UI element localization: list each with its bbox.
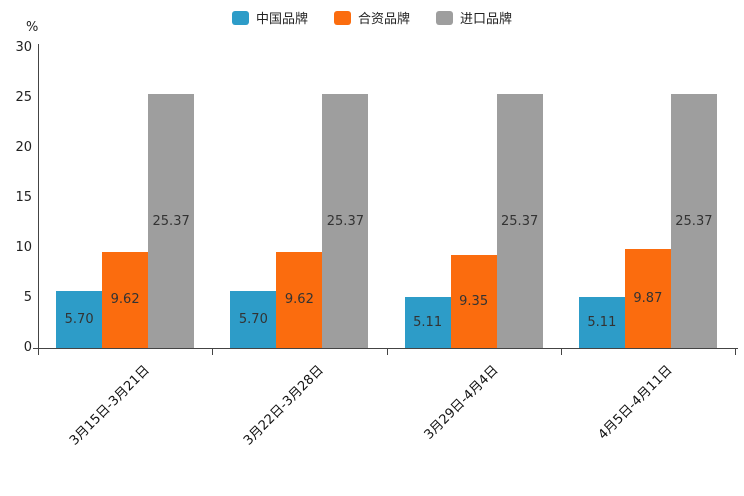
x-axis-category-label: 3月15日-3月21日	[66, 362, 153, 449]
bar: 9.87	[624, 249, 671, 348]
legend-item-1[interactable]: 合资品牌	[333, 8, 410, 27]
y-axis-tick-label: 30	[15, 40, 32, 55]
x-axis-tick-mark	[386, 349, 388, 355]
x-axis-tick-mark	[212, 349, 214, 355]
bar: 25.37	[496, 94, 543, 348]
x-axis-category-label: 4月5日-4月11日	[595, 362, 676, 443]
legend-item-label: 中国品牌	[255, 12, 308, 27]
legend-swatch-icon	[436, 10, 453, 25]
y-axis-tick-label: 0	[23, 340, 32, 355]
y-axis-line	[38, 44, 39, 348]
y-axis-tick-label: 10	[15, 240, 32, 255]
x-axis-category-label: 3月29日-4月4日	[421, 362, 502, 443]
bar-value-label: 5.11	[413, 314, 443, 330]
legend-item-0[interactable]: 中国品牌	[231, 8, 308, 27]
bar: 9.62	[102, 251, 149, 348]
y-axis-tick-label: 15	[15, 190, 32, 205]
bar: 5.11	[578, 296, 625, 348]
y-axis-tick-label: 25	[15, 90, 32, 105]
x-axis-tick-mark	[735, 349, 736, 355]
x-axis-category-label: 3月22日-3月28日	[241, 362, 327, 449]
legend-item-label: 进口品牌	[460, 12, 513, 27]
bar-value-label: 9.62	[110, 292, 140, 308]
bar: 9.35	[450, 254, 497, 348]
bar: 5.70	[230, 291, 277, 348]
bar: 5.11	[404, 296, 451, 348]
bar-value-label: 25.37	[501, 213, 539, 229]
bar: 25.37	[148, 94, 195, 348]
x-axis-line	[33, 348, 738, 349]
bar: 25.37	[670, 94, 717, 348]
legend-swatch-icon	[231, 10, 249, 25]
bar: 5.70	[56, 291, 103, 348]
bar: 9.62	[276, 251, 323, 348]
bar-value-label: 5.11	[587, 314, 617, 330]
bar-value-label: 9.87	[633, 291, 663, 307]
bar-value-label: 5.70	[238, 312, 268, 327]
legend-item-2[interactable]: 进口品牌	[436, 8, 512, 27]
bar-value-label: 25.37	[326, 213, 364, 229]
bar-value-label: 9.62	[284, 292, 314, 308]
x-axis-tick-mark	[560, 349, 562, 355]
bar-value-label: 9.35	[459, 293, 489, 309]
legend-item-label: 合资品牌	[357, 12, 410, 27]
bar-value-label: 5.70	[64, 312, 94, 327]
y-axis-tick-label: 5	[23, 290, 32, 305]
bar-value-label: 25.37	[152, 213, 190, 229]
bar: 25.37	[322, 94, 369, 348]
y-axis-tick-label: 20	[15, 140, 32, 155]
bar-value-label: 25.37	[675, 213, 713, 229]
x-axis-tick-mark	[38, 349, 39, 355]
y-axis-unit-label: %	[26, 20, 39, 35]
legend-swatch-icon	[333, 10, 351, 25]
legend: 中国品牌 合资品牌 进口品牌	[0, 8, 744, 27]
